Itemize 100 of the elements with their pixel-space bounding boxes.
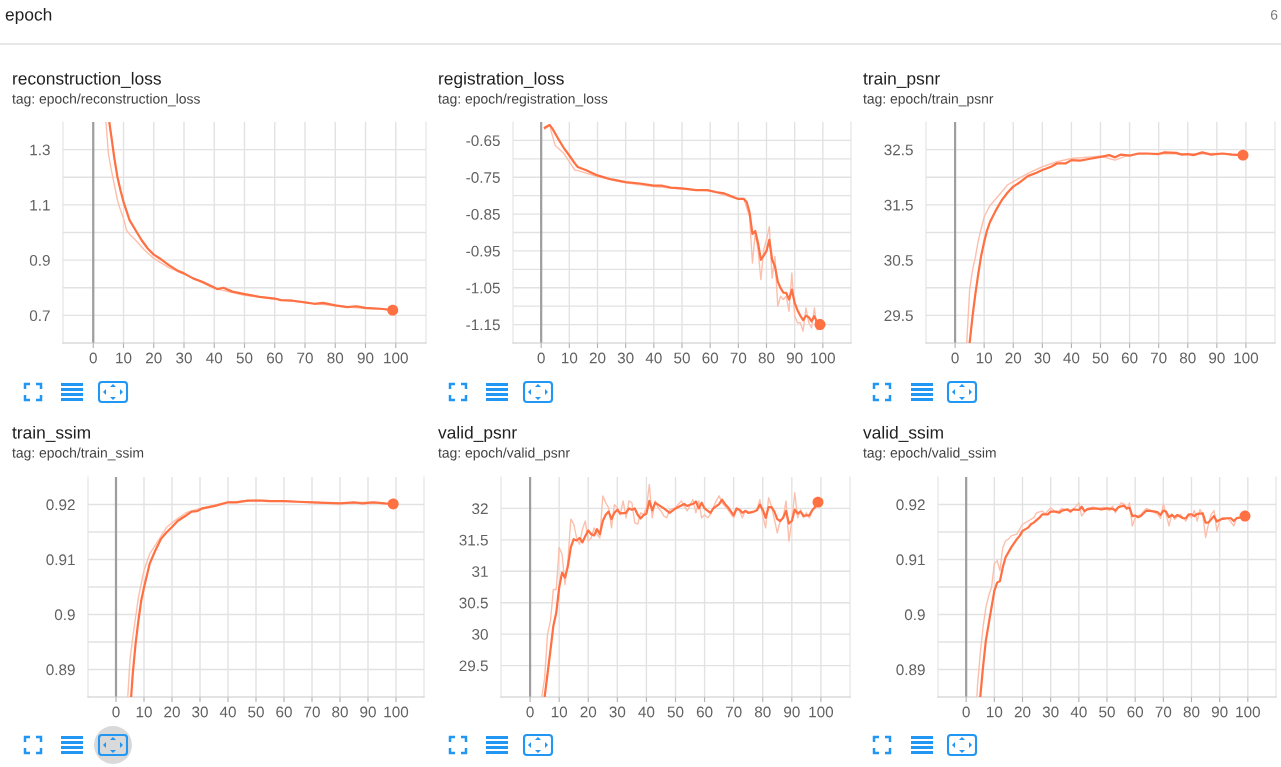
x-tick-label: 30 — [609, 706, 626, 718]
chart-title: valid_psnr — [438, 425, 517, 443]
x-tick-label: 40 — [1063, 352, 1080, 364]
y-tick-label: 0.92 — [46, 499, 75, 511]
y-tick-label: 31 — [472, 566, 488, 577]
x-tick-label: 80 — [758, 352, 775, 364]
x-tick-label: 10 — [116, 352, 132, 364]
x-tick-label: 20 — [589, 352, 606, 364]
x-tick-label: 10 — [987, 706, 1003, 718]
y-tick-label: 0.91 — [896, 554, 925, 566]
x-tick-label: 0 — [526, 706, 534, 718]
x-tick-label: 10 — [551, 706, 568, 718]
x-tick-label: 60 — [1127, 706, 1144, 718]
x-tick-label: 60 — [276, 706, 292, 718]
x-tick-label: 30 — [192, 706, 208, 718]
x-tick-label: 80 — [1179, 352, 1196, 364]
chart-subtitle: tag: epoch/registration_loss — [438, 93, 608, 107]
chart-title: registration_loss — [439, 71, 564, 89]
y-tick-label: 0.9 — [54, 609, 75, 621]
x-tick-label: 40 — [219, 706, 236, 718]
x-tick-label: 0 — [537, 352, 545, 364]
x-tick-label: 70 — [1150, 352, 1167, 364]
y-tick-label: 29.5 — [459, 660, 488, 672]
x-tick-label: 10 — [136, 706, 152, 718]
x-tick-label: 10 — [562, 352, 578, 364]
x-tick-label: 40 — [1070, 706, 1087, 718]
chart-title: valid_ssim — [863, 425, 943, 442]
x-tick-label: 30 — [1042, 706, 1059, 718]
x-tick-label: 90 — [360, 706, 376, 718]
y-tick-label: 31.5 — [459, 534, 488, 546]
x-tick-label: 100 — [809, 706, 834, 718]
y-tick-label: -0.85 — [466, 208, 500, 220]
x-tick-label: 80 — [332, 706, 348, 718]
x-tick-label: 30 — [617, 352, 634, 364]
y-tick-label: 0.92 — [896, 499, 925, 511]
y-tick-label: 30.5 — [884, 254, 913, 266]
y-tick-label: 30 — [472, 629, 488, 640]
x-tick-label: 100 — [1234, 352, 1259, 364]
x-tick-label: 40 — [645, 352, 662, 364]
y-tick-label: -0.95 — [466, 245, 500, 257]
x-tick-label: 100 — [384, 706, 409, 718]
x-tick-label: 90 — [784, 706, 800, 718]
x-tick-label: 50 — [248, 706, 264, 718]
chart-subtitle: tag: epoch/valid_ssim — [863, 447, 996, 461]
x-tick-label: 100 — [1236, 706, 1260, 718]
x-tick-label: 60 — [696, 706, 713, 718]
y-tick-label: -0.65 — [466, 135, 500, 147]
y-tick-label: 29.5 — [884, 310, 913, 322]
x-tick-label: 70 — [297, 352, 313, 364]
y-tick-label: -1.15 — [466, 319, 500, 331]
x-tick-label: 0 — [962, 706, 970, 718]
x-tick-label: 40 — [206, 352, 223, 364]
x-tick-label: 10 — [976, 352, 993, 364]
text: 6 — [1270, 9, 1278, 20]
chart-title: train_psnr — [863, 71, 940, 89]
x-tick-label: 60 — [702, 352, 719, 364]
x-tick-label: 0 — [951, 352, 959, 364]
x-tick-label: 70 — [304, 706, 320, 718]
y-tick-label: 0.9 — [29, 254, 50, 266]
y-tick-label: 30.5 — [459, 597, 488, 609]
x-tick-label: 50 — [1099, 706, 1115, 718]
x-tick-label: 20 — [146, 352, 162, 364]
x-tick-label: 0 — [89, 352, 97, 364]
chart-subtitle: tag: epoch/train_psnr — [863, 93, 994, 107]
x-tick-label: 20 — [1014, 706, 1031, 718]
x-tick-label: 60 — [1121, 352, 1138, 364]
chart-subtitle: tag: epoch/valid_psnr — [438, 447, 570, 461]
x-tick-label: 70 — [1155, 706, 1172, 718]
y-tick-label: -1.05 — [466, 282, 500, 294]
chart-subtitle: tag: epoch/train_ssim — [12, 447, 144, 461]
y-tick-label: 0.89 — [896, 664, 925, 676]
x-tick-label: 90 — [786, 352, 803, 364]
x-tick-label: 50 — [674, 352, 690, 364]
y-tick-label: 0.91 — [46, 554, 75, 566]
chart-title: reconstruction_loss — [13, 71, 161, 88]
x-tick-label: 0 — [112, 706, 120, 718]
x-tick-label: 70 — [730, 352, 747, 364]
x-tick-label: 50 — [1092, 352, 1109, 364]
x-tick-label: 30 — [176, 352, 192, 364]
x-tick-label: 30 — [1034, 352, 1051, 364]
x-tick-label: 80 — [327, 352, 344, 364]
x-tick-label: 90 — [357, 352, 374, 364]
x-tick-label: 50 — [667, 706, 684, 718]
y-tick-label: 32.5 — [884, 144, 913, 156]
y-tick-label: 1.1 — [30, 199, 50, 211]
x-tick-label: 40 — [638, 706, 655, 718]
y-tick-label: 31.5 — [884, 199, 913, 211]
x-tick-label: 20 — [580, 706, 597, 718]
x-tick-label: 50 — [236, 352, 253, 364]
x-tick-label: 90 — [1209, 352, 1225, 364]
x-tick-label: 80 — [754, 706, 771, 718]
x-tick-label: 60 — [267, 352, 283, 364]
x-tick-label: 100 — [384, 352, 408, 364]
x-tick-label: 20 — [1005, 352, 1022, 364]
x-tick-label: 90 — [1211, 706, 1228, 718]
x-tick-label: 20 — [164, 706, 180, 718]
y-tick-label: 0.89 — [46, 664, 75, 676]
text: epoch — [5, 7, 52, 25]
chart-title: train_ssim — [12, 425, 90, 442]
y-tick-label: 0.9 — [904, 609, 925, 621]
